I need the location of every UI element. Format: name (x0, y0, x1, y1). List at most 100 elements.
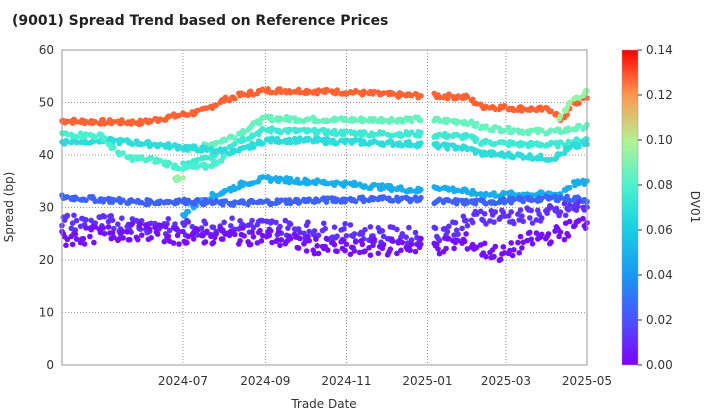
data-point (539, 231, 545, 238)
data-point (119, 215, 125, 221)
data-point (127, 236, 133, 243)
data-point (210, 239, 217, 246)
x-axis-label: Trade Date (290, 397, 356, 411)
data-point (455, 197, 461, 203)
data-point (213, 161, 219, 167)
data-point (576, 144, 582, 150)
data-point (173, 225, 180, 232)
data-point (101, 213, 108, 220)
chart-title: (9001) Spread Trend based on Reference P… (12, 13, 388, 29)
data-point (267, 228, 274, 234)
data-point (343, 128, 350, 135)
data-point (157, 222, 164, 229)
data-point (297, 89, 303, 96)
data-point (394, 250, 400, 257)
data-point (72, 231, 79, 237)
data-point (73, 217, 80, 224)
data-point (220, 236, 226, 242)
data-point (221, 153, 227, 159)
x-tick-label: 2024-11 (321, 374, 371, 388)
data-point (491, 253, 497, 260)
data-point (580, 215, 586, 222)
data-point (249, 229, 255, 235)
data-point (359, 241, 366, 248)
data-point (210, 224, 217, 231)
data-point (483, 123, 489, 129)
data-point (222, 198, 229, 204)
data-point (259, 86, 266, 92)
colorbar-tick-label: 0.06 (646, 223, 673, 237)
data-point (520, 218, 526, 225)
data-point (213, 102, 219, 109)
data-point (180, 175, 186, 181)
data-point (501, 127, 508, 134)
x-tick-label: 2024-09 (240, 374, 290, 388)
data-point (64, 236, 71, 243)
data-point (181, 222, 188, 228)
data-point (394, 226, 400, 233)
data-point (204, 228, 210, 235)
data-point (249, 217, 255, 224)
data-point (222, 94, 229, 101)
data-point (455, 132, 461, 139)
x-tick-label: 2025-01 (402, 374, 452, 388)
data-point (285, 225, 291, 231)
data-point (446, 223, 452, 230)
data-point (459, 225, 465, 232)
data-point (111, 225, 117, 232)
data-point (529, 241, 536, 247)
data-point (515, 239, 521, 246)
data-point (529, 220, 536, 226)
data-point (362, 129, 368, 136)
colorbar-tick-label: 0.08 (646, 178, 673, 192)
data-point (73, 134, 80, 140)
x-tick-labels: 2024-07 2024-09 2024-11 2025-01 2025-03 2025-… (158, 374, 612, 388)
data-point (520, 198, 526, 205)
data-point (576, 198, 582, 205)
data-point (366, 245, 372, 251)
data-point (325, 136, 331, 142)
y-tick-label: 0 (46, 358, 54, 372)
data-point (287, 235, 294, 242)
data-point (190, 236, 197, 242)
colorbar-tick-label: 0.02 (646, 313, 673, 327)
data-point (154, 231, 161, 237)
data-point (64, 118, 71, 125)
data-point (418, 117, 424, 124)
data-point (287, 175, 294, 182)
data-point (446, 117, 452, 124)
data-point (464, 94, 471, 100)
data-point (325, 195, 331, 201)
data-point (91, 239, 97, 246)
data-point (556, 233, 562, 240)
data-point (436, 237, 443, 244)
colorbar-tick-label: 0.14 (646, 43, 673, 57)
data-point (408, 241, 415, 247)
data-point (287, 221, 294, 227)
data-point (64, 212, 71, 219)
data-point (539, 215, 545, 221)
data-point (71, 212, 77, 219)
data-point (491, 219, 497, 225)
data-point (275, 229, 282, 235)
data-point (162, 224, 169, 230)
data-point (528, 207, 534, 214)
y-tick-label: 40 (39, 148, 54, 162)
data-point (576, 122, 582, 129)
data-point (505, 213, 512, 219)
data-point (451, 245, 457, 252)
data-point (412, 229, 419, 236)
data-point (436, 94, 443, 101)
data-point (325, 247, 331, 253)
data-point (331, 242, 338, 248)
data-point (137, 221, 144, 227)
data-point (481, 240, 488, 247)
data-point (88, 217, 94, 224)
data-point (232, 140, 238, 147)
data-point (418, 235, 424, 242)
data-point (379, 228, 386, 234)
data-point (323, 235, 330, 242)
data-point (250, 132, 257, 139)
data-point (505, 124, 512, 131)
data-point (539, 107, 545, 113)
